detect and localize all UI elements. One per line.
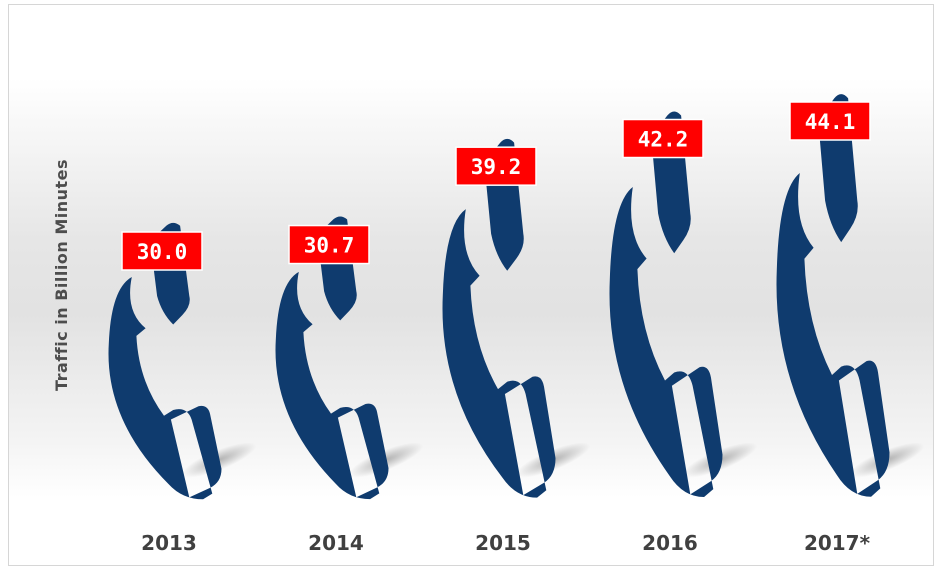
value-label: 44.1 [805,110,856,134]
x-tick-label: 2015 [475,531,531,555]
phone-handset-icon [108,222,222,500]
value-label-box [121,231,203,271]
chart-frame: Traffic in Billion Minutes 30.0 2013 30.7 2… [8,4,934,566]
handset-group: 30.0 2013 [108,222,257,555]
handset-group: 39.2 2015 [442,138,591,555]
x-tick-label: 2016 [642,531,698,555]
x-tick-label: 2017* [804,531,871,555]
y-axis-label: Traffic in Billion Minutes [52,159,71,391]
value-label: 30.0 [137,240,188,264]
value-label: 42.2 [638,128,689,152]
value-label-box [622,118,704,159]
x-tick-label: 2014 [308,531,364,555]
value-label: 39.2 [471,155,522,179]
value-label-box [455,146,537,186]
chart-area: Traffic in Billion Minutes 30.0 2013 30.7 2… [52,94,925,555]
handset-group: 30.7 2014 [275,216,424,555]
value-label-box [288,224,370,265]
x-tick-label: 2013 [141,531,197,555]
phone-handset-icon [275,216,389,500]
handset-group: 42.2 2016 [609,111,758,555]
value-label-box [789,101,871,141]
phone-handset-icon [609,111,723,498]
value-label: 30.7 [304,234,355,258]
phone-handset-icon [442,138,556,498]
phone-handset-icon [776,94,890,497]
chart-marks: 30.0 2013 30.7 2014 39.2 2015 42.2 2016 44.1 2017… [108,94,925,555]
handset-group: 44.1 2017* [776,94,925,555]
